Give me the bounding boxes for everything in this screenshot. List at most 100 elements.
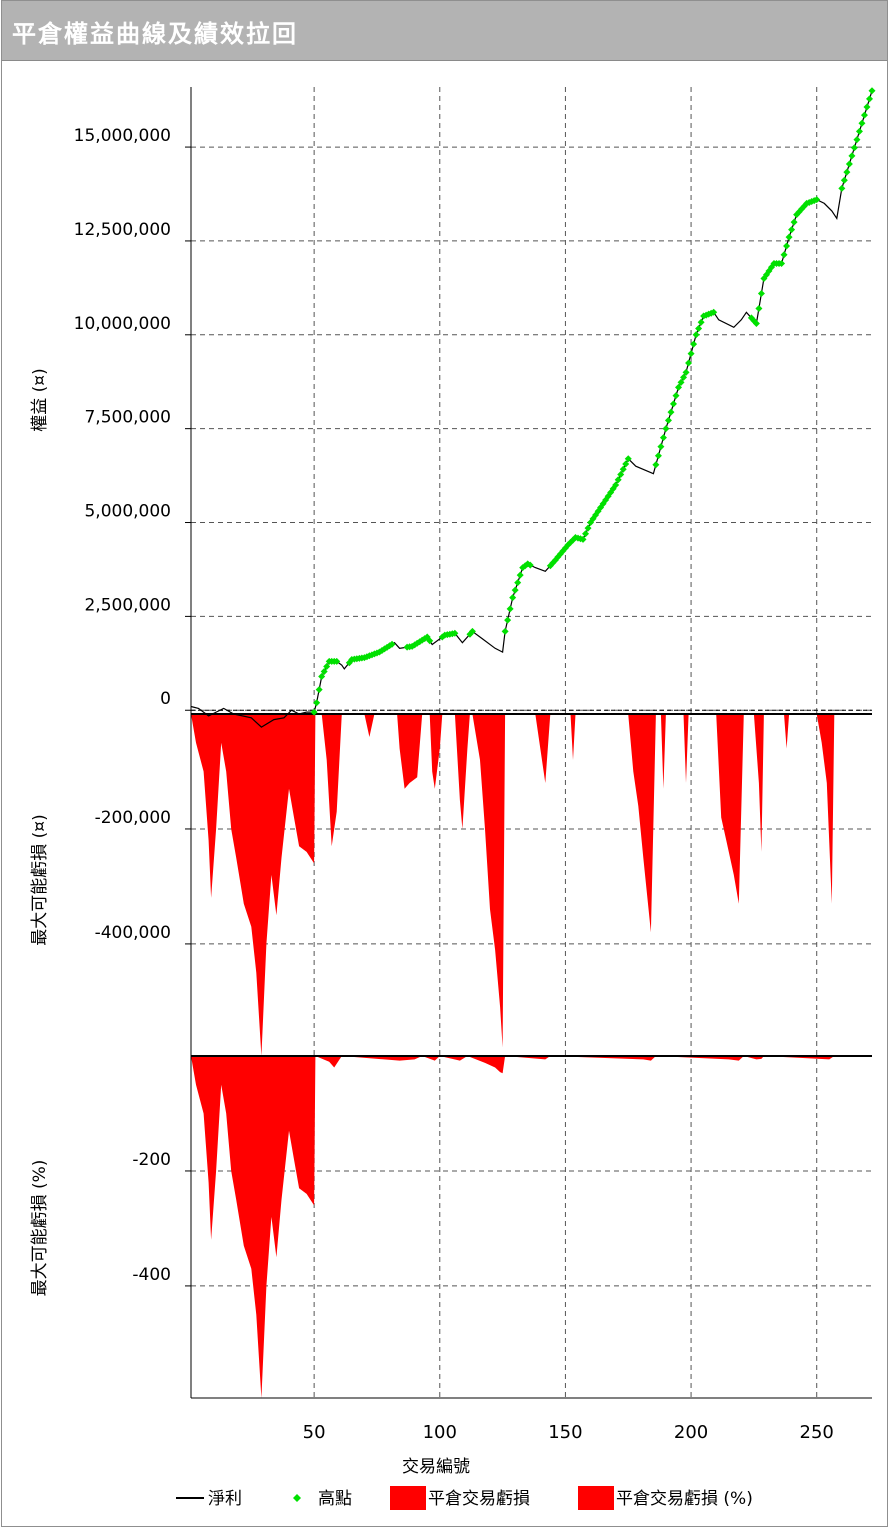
new-high-marker [778, 259, 786, 267]
legend-new-high-swatch [293, 1494, 301, 1502]
max_drawdown_percent-tick-label: -400 [132, 1265, 171, 1285]
new-high-marker [582, 530, 590, 538]
new-high-marker [388, 640, 396, 648]
new-high-marker [695, 325, 703, 333]
new-high-marker [669, 400, 677, 408]
drawdown-percent-area [191, 1056, 872, 1398]
x-tick-label: 150 [548, 1422, 582, 1443]
max_drawdown_amount-tick-label: -400,000 [95, 923, 171, 943]
x-axis-label: 交易編號 [402, 1457, 470, 1477]
new-high-marker [652, 461, 660, 469]
new-high-marker [310, 708, 318, 716]
equity-tick-label: 5,000,000 [84, 502, 171, 522]
new-high-marker [624, 455, 632, 463]
new-high-marker [855, 127, 863, 135]
new-high-marker [687, 350, 695, 358]
new-high-marker [843, 168, 851, 176]
new-high-marker [757, 289, 765, 297]
legend-drawdown-amount-label: 平倉交易虧損 [428, 1489, 530, 1509]
new-high-marker [865, 95, 873, 103]
new-high-marker [511, 586, 519, 594]
new-high-marker [468, 627, 476, 635]
new-high-marker [579, 535, 587, 543]
new-high-marker [313, 699, 321, 707]
new-high-marker [315, 686, 323, 694]
new-high-marker [333, 657, 341, 665]
new-high-marker [501, 627, 509, 635]
new-high-marker [675, 383, 683, 391]
new-high-marker [622, 460, 630, 468]
new-high-marker [868, 87, 876, 95]
new-high-marker [788, 226, 796, 234]
new-high-marker [755, 305, 763, 313]
equity-axis-label: 權益 (¤) [30, 368, 50, 431]
net-profit-line [190, 90, 873, 728]
equity-tick-label: 12,500,000 [74, 220, 171, 240]
new-high-marker [526, 561, 534, 569]
new-high-marker [680, 373, 688, 381]
new-high-marker [584, 524, 592, 532]
new-high-marker [664, 416, 672, 424]
max_drawdown_amount-axis-label: 最大可能虧損 (¤) [30, 814, 50, 945]
max_drawdown_percent-axis-label: 最大可能虧損 (%) [30, 1160, 50, 1297]
new-high-marker [692, 331, 700, 339]
new-high-marker [506, 605, 514, 613]
new-high-marker [845, 160, 853, 168]
new-high-marker [690, 340, 698, 348]
equity-tick-label: 10,000,000 [74, 314, 171, 334]
new-high-marker [662, 425, 670, 433]
new-high-marker [677, 378, 685, 386]
legend-net-profit-label: 淨利 [208, 1489, 242, 1509]
new-high-marker [783, 242, 791, 250]
new-high-marker [860, 111, 868, 119]
equity-tick-label: 2,500,000 [84, 595, 171, 615]
new-high-marker [667, 408, 675, 416]
new-high-marker [672, 392, 680, 400]
equity-tick-label: 15,000,000 [74, 126, 171, 146]
new-high-marker [514, 579, 522, 587]
new-high-marker [813, 196, 821, 204]
new-high-marker [838, 184, 846, 192]
new-high-marker [504, 616, 512, 624]
new-high-marker [323, 662, 331, 670]
new-high-marker [785, 233, 793, 241]
new-high-marker [426, 637, 434, 645]
new-high-marker [509, 594, 517, 602]
new-high-marker [654, 452, 662, 460]
new-high-marker [516, 571, 524, 579]
new-high-marker [858, 119, 866, 127]
new-high-marker [451, 629, 459, 637]
max_drawdown_percent-tick-label: -200 [132, 1150, 171, 1170]
new-high-marker [752, 320, 760, 328]
drawdown-amount-area [191, 714, 872, 1056]
x-tick-label: 250 [800, 1422, 834, 1443]
legend-new-high-label: 高點 [318, 1489, 352, 1509]
title-bar: 平倉權益曲線及績效拉回 [2, 1, 887, 61]
new-high-marker [853, 136, 861, 144]
new-high-marker [318, 672, 326, 680]
new-high-marker [848, 152, 856, 160]
new-high-marker [710, 308, 718, 316]
new-high-marker [840, 176, 848, 184]
new-high-marker [659, 434, 667, 442]
max_drawdown_amount-tick-label: -200,000 [95, 808, 171, 828]
x-tick-label: 100 [423, 1422, 457, 1443]
legend-drawdown-amount-swatch [390, 1486, 426, 1510]
new-high-marker [863, 103, 871, 111]
new-high-marker [685, 359, 693, 367]
new-high-marker [657, 443, 665, 451]
equity-tick-label: 0 [160, 689, 171, 709]
new-high-marker [790, 218, 798, 226]
equity-tick-label: 7,500,000 [84, 408, 171, 428]
legend-drawdown-percent-label: 平倉交易虧損 (%) [616, 1489, 753, 1509]
window-title: 平倉權益曲線及績效拉回 [12, 20, 298, 48]
new-high-marker [612, 481, 620, 489]
new-high-marker [697, 318, 705, 326]
legend-drawdown-percent-swatch [578, 1486, 614, 1510]
new-high-marker [780, 251, 788, 259]
new-high-marker [682, 368, 690, 376]
new-high-marker [614, 476, 622, 484]
new-high-marker [617, 470, 625, 478]
x-tick-label: 200 [674, 1422, 708, 1443]
